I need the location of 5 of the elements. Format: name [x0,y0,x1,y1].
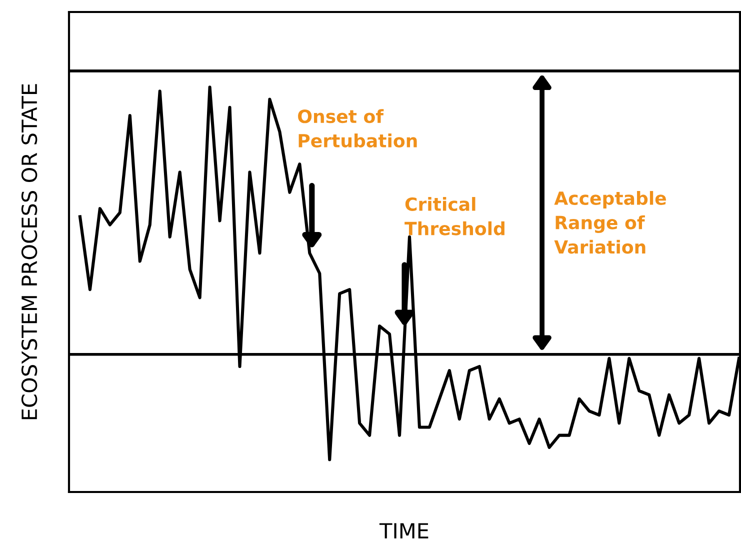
annotation: Onset of Pertubation [298,109,417,148]
annotation: Acceptable Range of Variation [554,191,666,254]
y-axis-title: ECOSYSTEM PROCESS OR STATE [21,84,38,420]
x-axis-title: TIME [379,523,428,538]
annotation: Critical Threshold [404,197,504,236]
